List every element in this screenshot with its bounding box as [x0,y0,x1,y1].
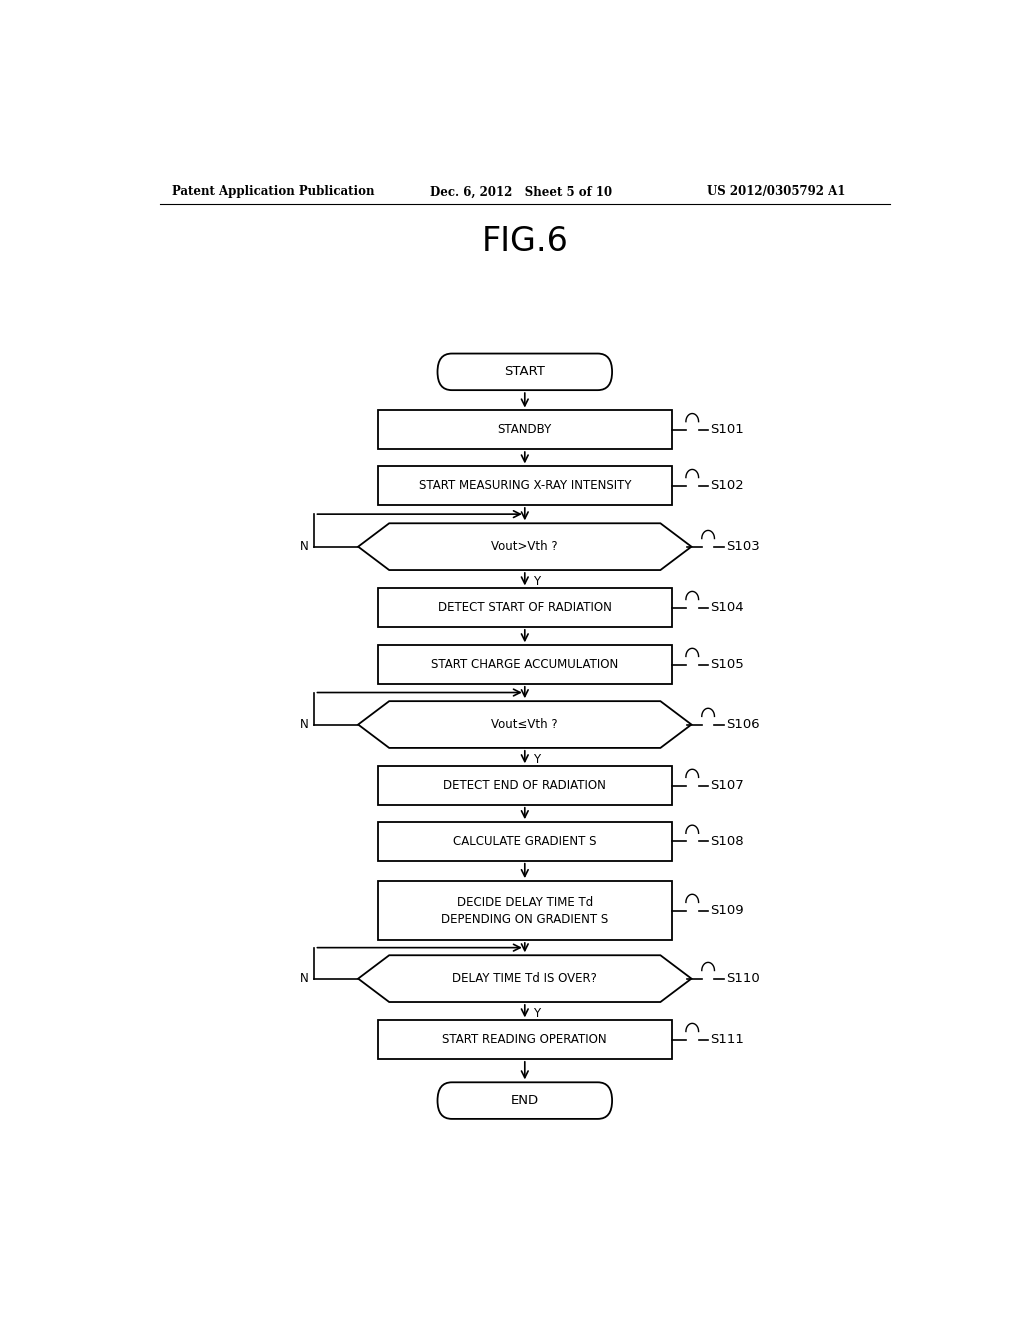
Text: S101: S101 [711,424,744,437]
Bar [378,1020,672,1059]
Text: DECIDE DELAY TIME Td
DEPENDING ON GRADIENT S: DECIDE DELAY TIME Td DEPENDING ON GRADIE… [441,895,608,925]
Polygon shape [358,956,691,1002]
Text: S111: S111 [711,1034,744,1047]
Text: CALCULATE GRADIENT S: CALCULATE GRADIENT S [453,836,597,847]
Text: Y: Y [532,1007,540,1020]
Text: S108: S108 [711,836,744,847]
Text: N: N [299,540,308,553]
Text: START CHARGE ACCUMULATION: START CHARGE ACCUMULATION [431,659,618,671]
Text: Y: Y [532,752,540,766]
Text: S110: S110 [726,972,760,985]
FancyBboxPatch shape [437,1082,612,1119]
Text: N: N [299,718,308,731]
Bar [378,880,672,940]
Text: FIG.6: FIG.6 [481,226,568,259]
Bar [378,645,672,684]
Text: S102: S102 [711,479,744,492]
Polygon shape [358,701,691,748]
Bar [378,822,672,861]
Text: Vout>Vth ?: Vout>Vth ? [492,540,558,553]
Text: END: END [511,1094,539,1107]
Text: DELAY TIME Td IS OVER?: DELAY TIME Td IS OVER? [453,972,597,985]
Text: S107: S107 [711,779,744,792]
Text: Dec. 6, 2012   Sheet 5 of 10: Dec. 6, 2012 Sheet 5 of 10 [430,185,611,198]
Text: START READING OPERATION: START READING OPERATION [442,1034,607,1047]
Text: STANDBY: STANDBY [498,424,552,437]
Text: US 2012/0305792 A1: US 2012/0305792 A1 [708,185,846,198]
Bar [378,766,672,805]
Text: S106: S106 [726,718,760,731]
Text: Y: Y [532,576,540,589]
Text: S105: S105 [711,659,744,671]
Text: Patent Application Publication: Patent Application Publication [172,185,374,198]
FancyBboxPatch shape [437,354,612,391]
Polygon shape [358,523,691,570]
Text: DETECT START OF RADIATION: DETECT START OF RADIATION [438,601,611,614]
Bar [378,411,672,449]
Text: DETECT END OF RADIATION: DETECT END OF RADIATION [443,779,606,792]
Text: S109: S109 [711,904,744,917]
Bar [378,589,672,627]
Bar [378,466,672,506]
Text: START MEASURING X-RAY INTENSITY: START MEASURING X-RAY INTENSITY [419,479,631,492]
Text: S104: S104 [711,601,744,614]
Text: Vout≤Vth ?: Vout≤Vth ? [492,718,558,731]
Text: S103: S103 [726,540,760,553]
Text: N: N [299,972,308,985]
Text: START: START [505,366,545,379]
